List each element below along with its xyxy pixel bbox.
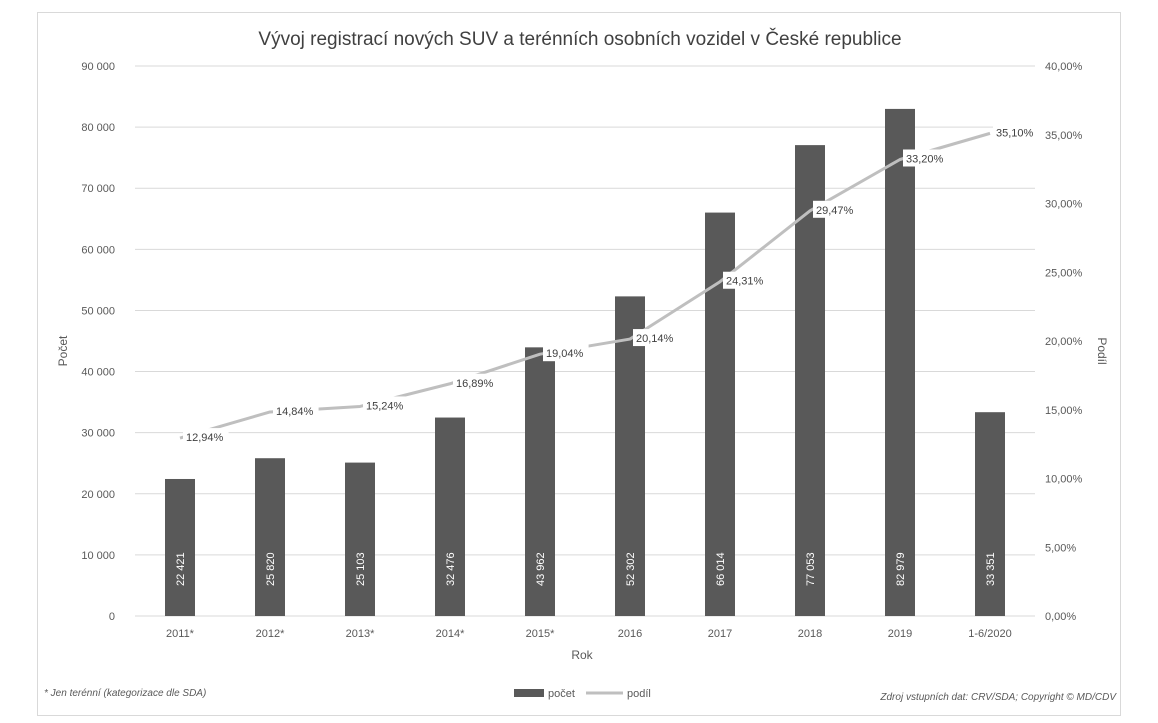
bar: [345, 462, 375, 616]
x-tick-label: 2015*: [526, 628, 555, 640]
line-point-label: 15,24%: [366, 400, 404, 412]
bar: [885, 108, 915, 616]
line-point-label: 20,14%: [636, 333, 674, 345]
line-point-label-bg: [993, 123, 1039, 141]
legend: počet podíl: [514, 688, 651, 700]
x-axis-title: Rok: [571, 648, 593, 662]
legend-swatch-bar: [514, 689, 544, 697]
x-tick-label: 2014*: [436, 628, 465, 640]
chart-svg: Vývoj registrací nových SUV a terénních …: [44, 28, 1117, 703]
x-tick-label: 2013*: [346, 628, 375, 640]
legend-label-bar: počet: [548, 688, 575, 700]
y-axis-title: Počet: [56, 335, 70, 366]
line-point-label-bg: [723, 271, 769, 289]
line-point-label: 12,94%: [186, 432, 224, 444]
y-tick-label: 0: [109, 611, 115, 623]
line-point-label: 33,20%: [906, 154, 944, 166]
line-point-label-bg: [453, 373, 499, 391]
bar-value-label: 77 053: [805, 552, 817, 586]
x-tick-label: 2012*: [256, 628, 285, 640]
x-tick-label: 2011*: [166, 628, 195, 640]
y-tick-label: 30 000: [81, 428, 115, 440]
source-note: Zdroj vstupních dat: CRV/SDA; Copyright …: [879, 692, 1117, 703]
bar: [435, 417, 465, 616]
line-point-label-bg: [903, 149, 949, 167]
y-tick-label: 70 000: [81, 183, 115, 195]
bar-value-label: 82 979: [895, 552, 907, 586]
y-tick-label: 40 000: [81, 367, 115, 379]
line-point-label: 24,31%: [726, 276, 764, 288]
x-axis-ticks: 2011* 2012* 2013* 2014* 2015* 2016 2017 2018 201…: [166, 628, 1012, 640]
line-point-label: 35,10%: [996, 127, 1034, 139]
x-tick-label: 2019: [888, 628, 912, 640]
line-point-label-bg: [543, 344, 589, 362]
y-tick-label: 50 000: [81, 305, 115, 317]
bar: [615, 296, 645, 616]
legend-label-line: podíl: [627, 688, 651, 700]
line-point-label: 29,47%: [816, 205, 854, 217]
bar-value-label: 22 421: [175, 552, 187, 586]
x-tick-label: 2017: [708, 628, 732, 640]
y2-tick-label: 20,00%: [1045, 336, 1083, 348]
y2-tick-label: 25,00%: [1045, 267, 1083, 279]
y-tick-label: 90 000: [81, 61, 115, 73]
footnote: * Jen terénní (kategorizace dle SDA): [44, 688, 206, 699]
line-point-label-bg: [273, 401, 319, 419]
bar-value-label: 33 351: [985, 552, 997, 586]
y2-tick-label: 30,00%: [1045, 199, 1083, 211]
line-point-label-bg: [813, 200, 859, 218]
bar-value-label: 25 820: [265, 552, 277, 586]
line-point-label-bg: [363, 396, 409, 414]
line-series: 12,94% 14,84% 15,24% 16,89% 19,04% 20,14% 24,3…: [179, 123, 1039, 446]
line-point-label: 19,04%: [546, 348, 584, 360]
x-tick-label: 2018: [798, 628, 822, 640]
chart-title: Vývoj registrací nových SUV a terénních …: [258, 28, 901, 50]
bar: [525, 347, 555, 616]
line-point-label: 16,89%: [456, 378, 494, 390]
y2-tick-label: 40,00%: [1045, 61, 1083, 73]
bar: [975, 412, 1005, 616]
y2-tick-label: 0,00%: [1045, 611, 1076, 623]
y2-tick-label: 10,00%: [1045, 474, 1083, 486]
y2-tick-label: 15,00%: [1045, 405, 1083, 417]
line-point-label-bg: [633, 329, 679, 347]
bar-value-label: 43 962: [535, 552, 547, 586]
bar-value-label: 32 476: [445, 552, 457, 586]
bar: [165, 478, 195, 616]
bar-series: 22 421 25 820 25 103 32 476 43 962 52 302 66 0…: [165, 108, 1005, 617]
right-axis-ticks: 0,00% 5,00% 10,00% 15,00% 20,00% 25,00% 30,00%…: [1045, 61, 1083, 623]
left-axis-ticks: 0 10 000 20 000 30 000 40 000 50 000 60 000 70 …: [81, 61, 115, 623]
line-point-label: 14,84%: [276, 406, 314, 418]
y2-tick-label: 35,00%: [1045, 130, 1083, 142]
bar: [795, 145, 825, 617]
bar: [255, 458, 285, 616]
bar-value-label: 25 103: [355, 552, 367, 586]
line-path: [179, 131, 991, 440]
x-tick-label: 2016: [618, 628, 642, 640]
y-tick-label: 60 000: [81, 244, 115, 256]
line-point-label-bg: [183, 428, 229, 446]
y-tick-label: 10 000: [81, 550, 115, 562]
y-tick-label: 20 000: [81, 489, 115, 501]
bar-value-label: 66 014: [715, 552, 727, 586]
y2-axis-title: Podíl: [1095, 337, 1109, 364]
bar-value-label: 52 302: [625, 552, 637, 586]
y-tick-label: 80 000: [81, 122, 115, 134]
x-tick-label: 1-6/2020: [968, 628, 1011, 640]
y2-tick-label: 5,00%: [1045, 542, 1076, 554]
chart-frame: Vývoj registrací nových SUV a terénních …: [37, 12, 1121, 716]
